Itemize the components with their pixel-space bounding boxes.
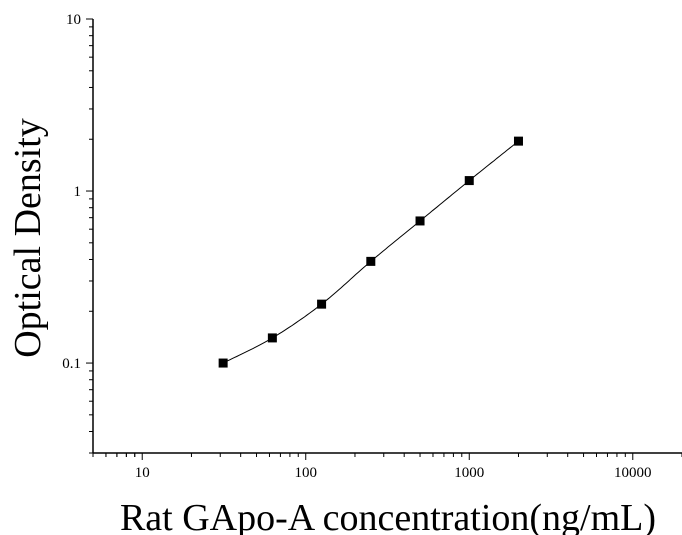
axes-layer: 10 100 1000 10000 0.1 1 10 bbox=[62, 12, 682, 481]
y-tick-label: 0.1 bbox=[62, 356, 81, 372]
data-points-layer bbox=[218, 136, 523, 368]
fit-curve bbox=[222, 141, 518, 364]
x-tick-label: 10 bbox=[135, 465, 150, 481]
data-point-marker bbox=[267, 333, 277, 343]
data-point-marker bbox=[317, 299, 327, 309]
x-tick-label: 10000 bbox=[614, 465, 652, 481]
x-axis-title: Rat GApo-A concentration(ng/mL) bbox=[120, 497, 656, 535]
data-point-marker bbox=[464, 176, 474, 186]
x-tick-label: 1000 bbox=[454, 465, 484, 481]
y-axis-title: Optical Density bbox=[7, 118, 49, 358]
data-point-marker bbox=[513, 136, 523, 146]
data-point-marker bbox=[366, 256, 376, 266]
x-tick-label: 100 bbox=[294, 465, 317, 481]
data-point-marker bbox=[218, 358, 228, 368]
y-tick-label: 1 bbox=[74, 184, 82, 200]
fit-curve-layer bbox=[222, 141, 518, 364]
data-point-marker bbox=[415, 216, 425, 226]
y-tick-label: 10 bbox=[66, 12, 81, 28]
